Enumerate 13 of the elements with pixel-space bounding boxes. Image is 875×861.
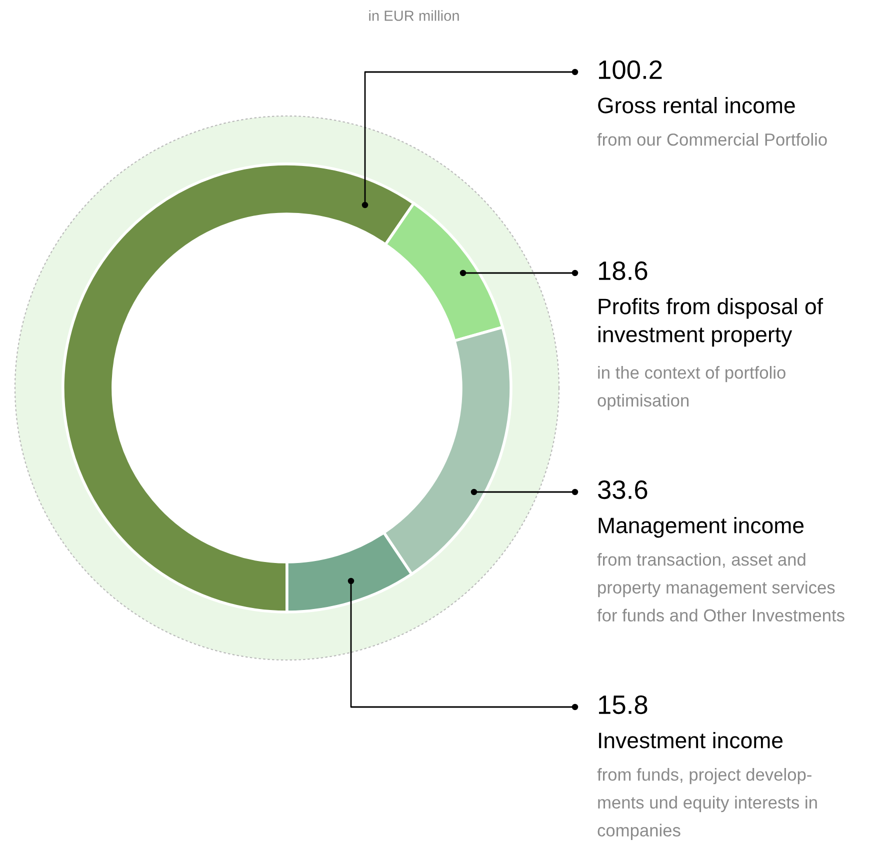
data-label: 15.8 — [599, 695, 648, 714]
data-label: 18.6 — [599, 261, 648, 280]
text: from funds, project develop- ments und equity interests in companies — [597, 768, 817, 840]
text: from transaction, asset and property management services for funds and Other Investments — [597, 553, 844, 622]
slice-label: Gross rental income — [598, 97, 795, 114]
text: from our Commercial Portfolio — [597, 133, 827, 146]
chart-title: in EUR million — [369, 10, 459, 21]
data-label: 33.6 — [598, 480, 648, 500]
data-label: 100.2 — [599, 60, 662, 80]
slice-label: Investment income — [599, 732, 783, 748]
slice-label: Profits from disposal of investment property — [598, 298, 824, 347]
slice-label: Management income — [598, 517, 804, 538]
text: in the context of portfolio optimisation — [598, 366, 786, 410]
